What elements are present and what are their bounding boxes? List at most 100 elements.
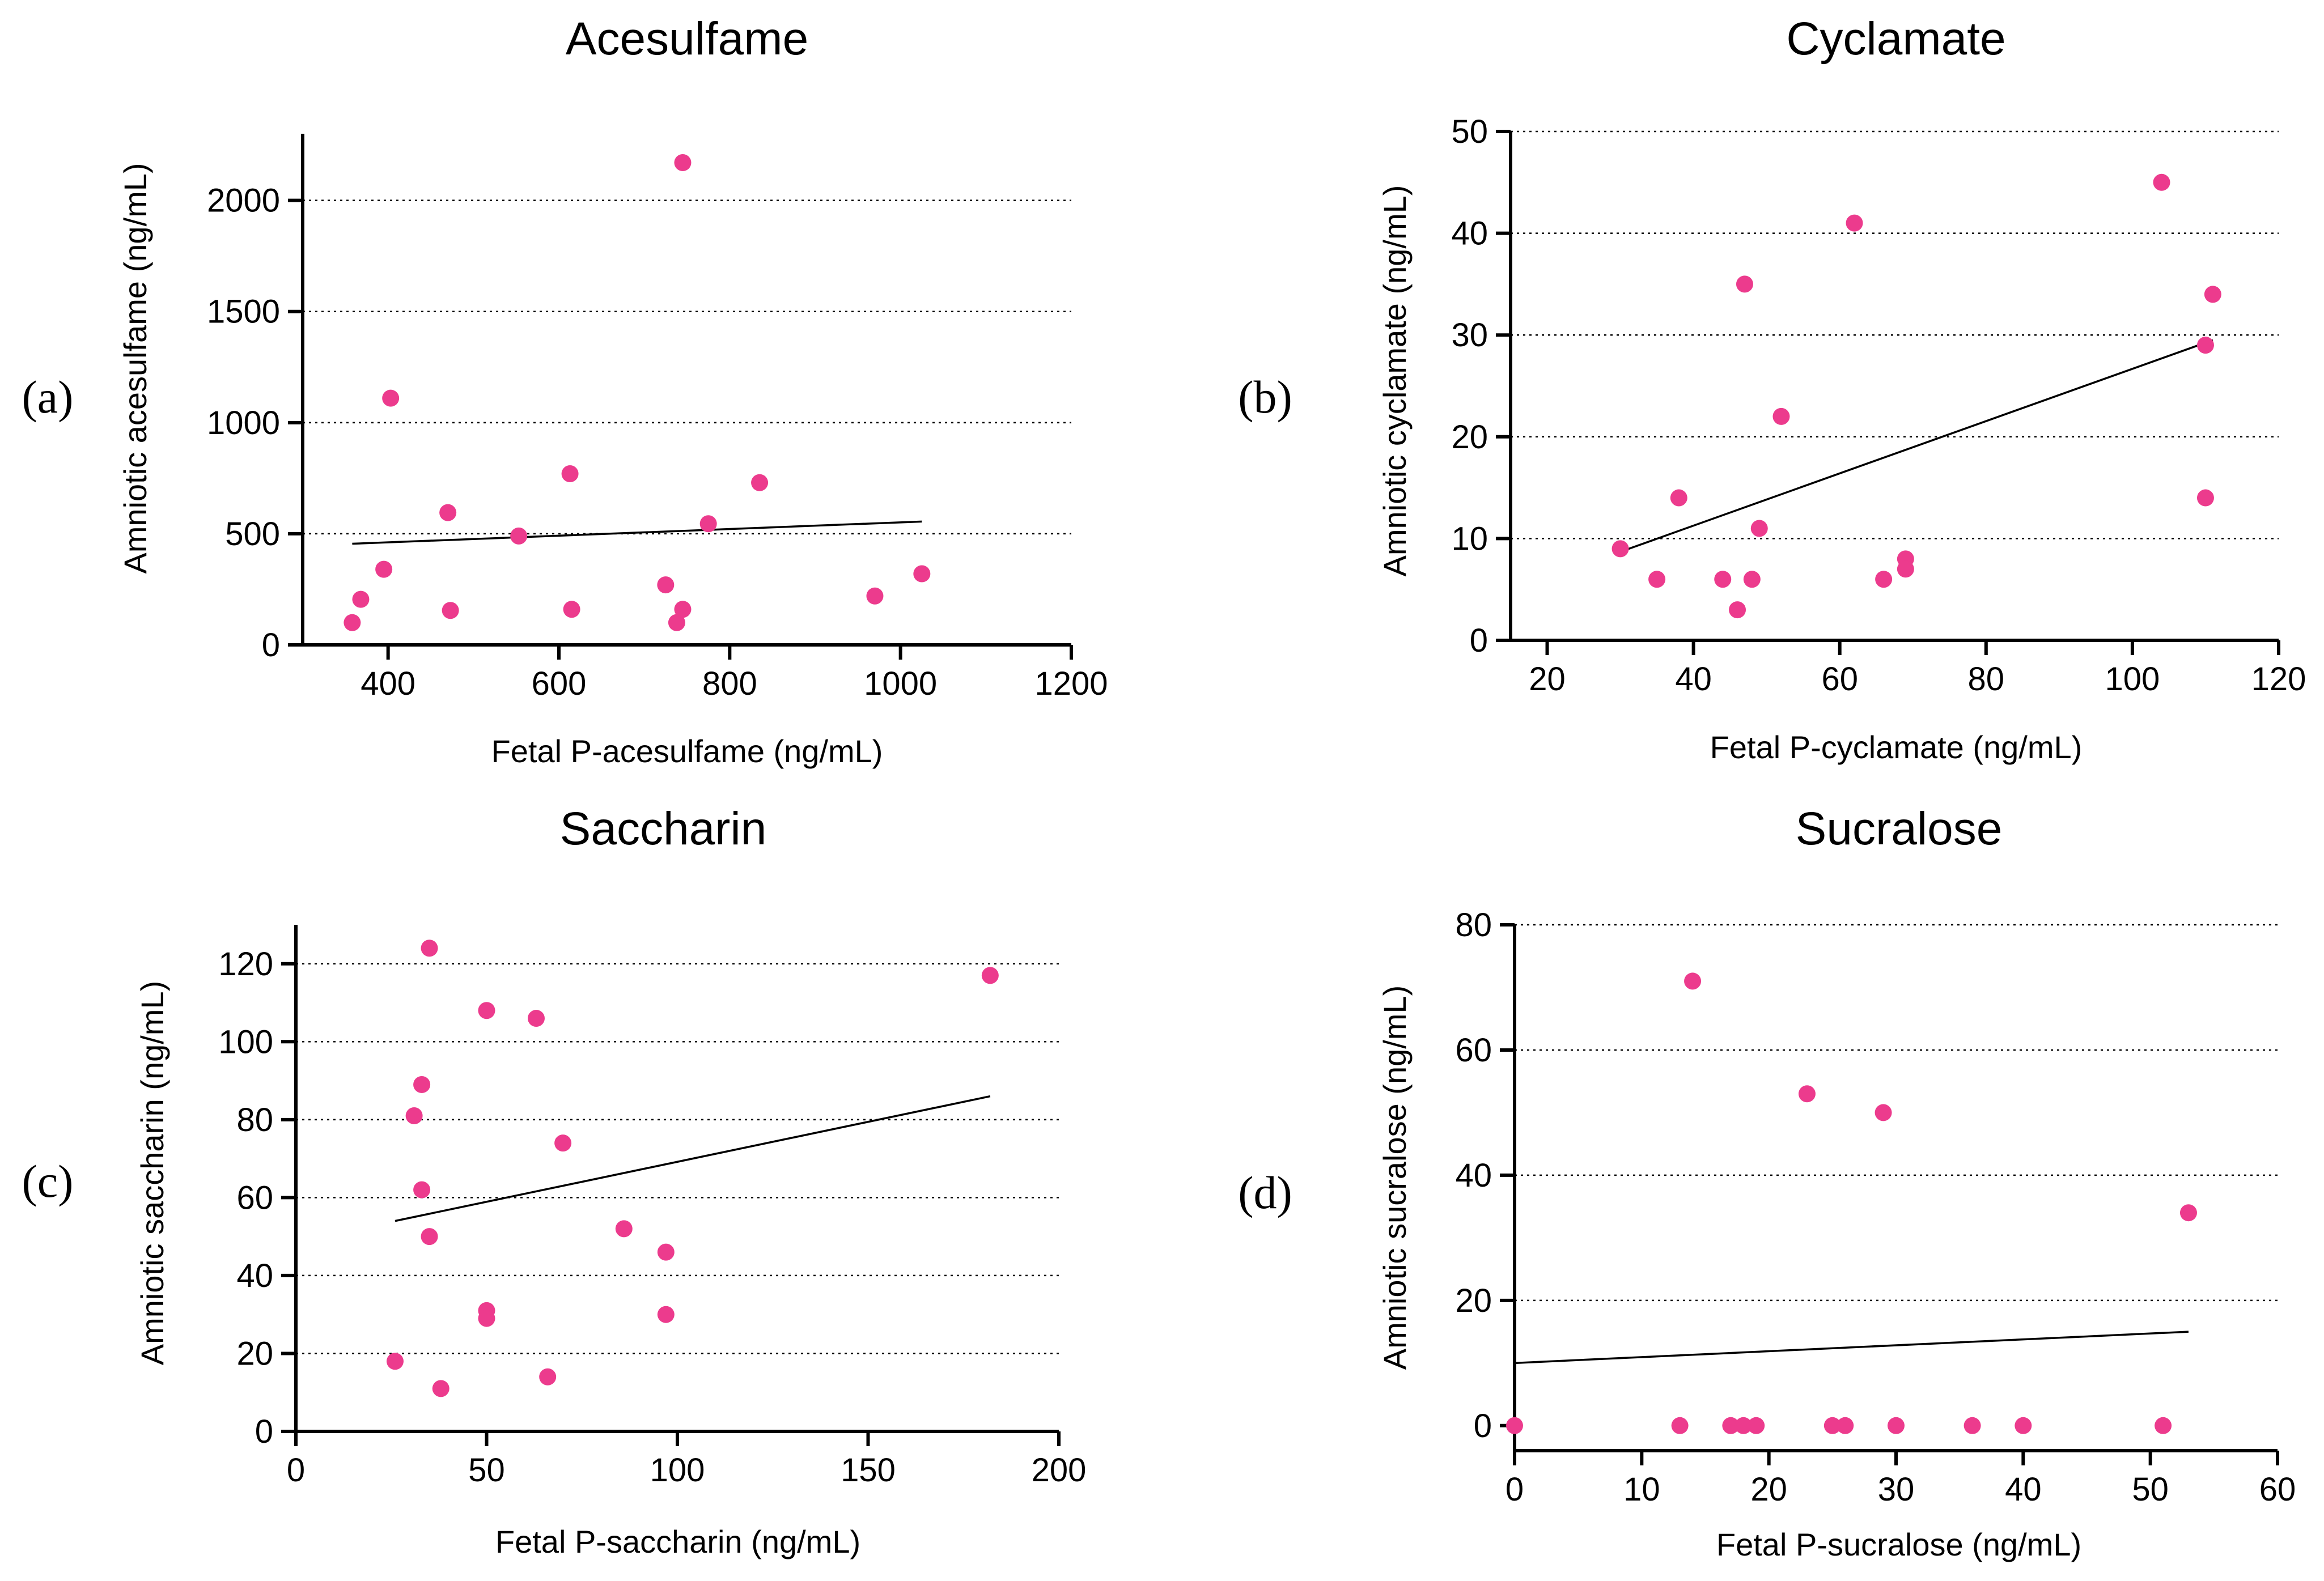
- data-point: [405, 1107, 423, 1124]
- y-tick-label: 60: [236, 1179, 273, 1216]
- y-tick-label: 40: [1455, 1157, 1492, 1194]
- x-tick-label: 800: [702, 665, 757, 702]
- data-point: [413, 1076, 431, 1093]
- data-point: [563, 601, 580, 618]
- y-tick-label: 10: [1451, 520, 1488, 557]
- x-tick-label: 1200: [1034, 665, 1108, 702]
- data-point: [1743, 571, 1761, 588]
- x-axis-label: Fetal P-acesulfame (ng/mL): [491, 733, 883, 769]
- x-tick-label: 50: [468, 1452, 505, 1489]
- x-tick-label: 1000: [864, 665, 937, 702]
- data-point: [2179, 1204, 2197, 1222]
- data-point: [657, 576, 675, 594]
- data-point: [866, 587, 884, 605]
- data-point: [442, 602, 459, 619]
- data-point: [386, 1353, 404, 1370]
- panel-label: (c): [22, 1155, 73, 1207]
- data-point: [1846, 214, 1863, 232]
- y-tick-label: 0: [255, 1413, 273, 1450]
- data-point: [1750, 520, 1768, 537]
- y-tick-label: 20: [236, 1335, 273, 1372]
- panel-label: (b): [1238, 371, 1292, 423]
- x-tick-label: 150: [841, 1452, 896, 1489]
- panel-cyclamate: Cyclamate (b) Amniotic cyclamate (ng/mL)…: [1238, 13, 2306, 765]
- y-tick-label: 0: [262, 627, 280, 664]
- y-tick-label: 500: [225, 516, 280, 552]
- data-point: [432, 1380, 449, 1397]
- data-point: [439, 504, 457, 521]
- panel-label: (d): [1238, 1167, 1292, 1218]
- regression-line: [395, 1095, 991, 1222]
- data-point: [657, 1243, 675, 1261]
- data-point: [1897, 560, 1914, 578]
- plot-area: 0 10 20 30 40 50 20 40 60 80 100 120: [1451, 113, 2306, 698]
- x-tick-label: 0: [287, 1452, 305, 1489]
- plot-area: 0 20 40 60 80 100 120 0 50 100 150 200: [218, 925, 1086, 1489]
- x-tick-label: 100: [2105, 661, 2160, 698]
- y-tick-label: 80: [236, 1102, 273, 1138]
- chart-title: Saccharin: [560, 803, 767, 855]
- data-point: [1748, 1417, 1765, 1434]
- x-tick-label: 80: [1968, 661, 2005, 698]
- y-axis-label: Amniotic acesulfame (ng/mL): [117, 163, 153, 573]
- data-point: [527, 1010, 545, 1027]
- data-point: [554, 1134, 572, 1152]
- x-tick-label: 400: [361, 665, 415, 702]
- plot-area: 0 500 1000 1500 2000 400 600 800 1000 1200: [207, 134, 1108, 702]
- x-tick-label: 100: [650, 1452, 705, 1489]
- chart-title: Acesulfame: [566, 13, 808, 65]
- x-tick-label: 10: [1623, 1471, 1660, 1508]
- data-point: [913, 565, 931, 583]
- x-tick-label: 20: [1529, 661, 1566, 698]
- panel-label: (a): [22, 371, 73, 423]
- x-tick-label: 50: [2132, 1471, 2169, 1508]
- data-point: [2196, 337, 2214, 354]
- x-axis-label: Fetal P-sucralose (ng/mL): [1716, 1527, 2081, 1562]
- y-tick-label: 2000: [207, 182, 280, 219]
- x-tick-label: 40: [1675, 661, 1712, 698]
- data-point: [2196, 489, 2214, 507]
- data-point: [421, 1228, 438, 1246]
- data-point: [2153, 173, 2170, 191]
- x-tick-label: 120: [2251, 661, 2306, 698]
- data-point: [1823, 1417, 1841, 1434]
- data-point: [668, 614, 685, 631]
- y-tick-label: 30: [1451, 317, 1488, 354]
- y-axis-label: Amniotic sucralose (ng/mL): [1377, 985, 1413, 1370]
- chart-title: Sucralose: [1796, 803, 2003, 855]
- data-point: [699, 515, 717, 533]
- data-point: [1772, 407, 1790, 425]
- x-tick-label: 30: [1878, 1471, 1915, 1508]
- x-tick-label: 40: [2005, 1471, 2042, 1508]
- data-point: [751, 474, 769, 491]
- y-tick-label: 100: [218, 1023, 273, 1060]
- panel-sucralose: Sucralose (d) Amniotic sucralose (ng/mL)…: [1238, 803, 2296, 1562]
- x-tick-label: 600: [532, 665, 587, 702]
- chart-title: Cyclamate: [1786, 13, 2005, 65]
- y-tick-label: 20: [1455, 1282, 1492, 1319]
- panel-acesulfame: Acesulfame (a) Amniotic acesulfame (ng/m…: [22, 13, 1108, 769]
- y-tick-label: 40: [236, 1257, 273, 1294]
- data-point: [561, 465, 579, 483]
- y-tick-label: 1000: [207, 405, 280, 441]
- data-point: [413, 1181, 431, 1198]
- y-tick-label: 0: [1474, 1408, 1492, 1444]
- x-tick-label: 200: [1032, 1452, 1087, 1489]
- data-point: [1648, 571, 1666, 588]
- data-point: [674, 601, 692, 618]
- data-point: [2204, 286, 2221, 303]
- data-point: [510, 527, 528, 545]
- data-point: [1671, 1417, 1689, 1434]
- plot-area: 0 20 40 60 80 0 10 20 30 40 50 60: [1455, 907, 2296, 1508]
- data-point: [1837, 1417, 1854, 1434]
- data-point: [478, 1002, 495, 1019]
- data-point: [1875, 1104, 1892, 1121]
- data-point: [674, 154, 692, 171]
- data-point: [539, 1368, 557, 1386]
- data-point: [1670, 489, 1687, 507]
- y-tick-label: 20: [1451, 419, 1488, 456]
- data-point: [375, 560, 393, 578]
- data-point: [1729, 601, 1746, 619]
- y-tick-label: 60: [1455, 1032, 1492, 1069]
- data-point: [1736, 275, 1753, 293]
